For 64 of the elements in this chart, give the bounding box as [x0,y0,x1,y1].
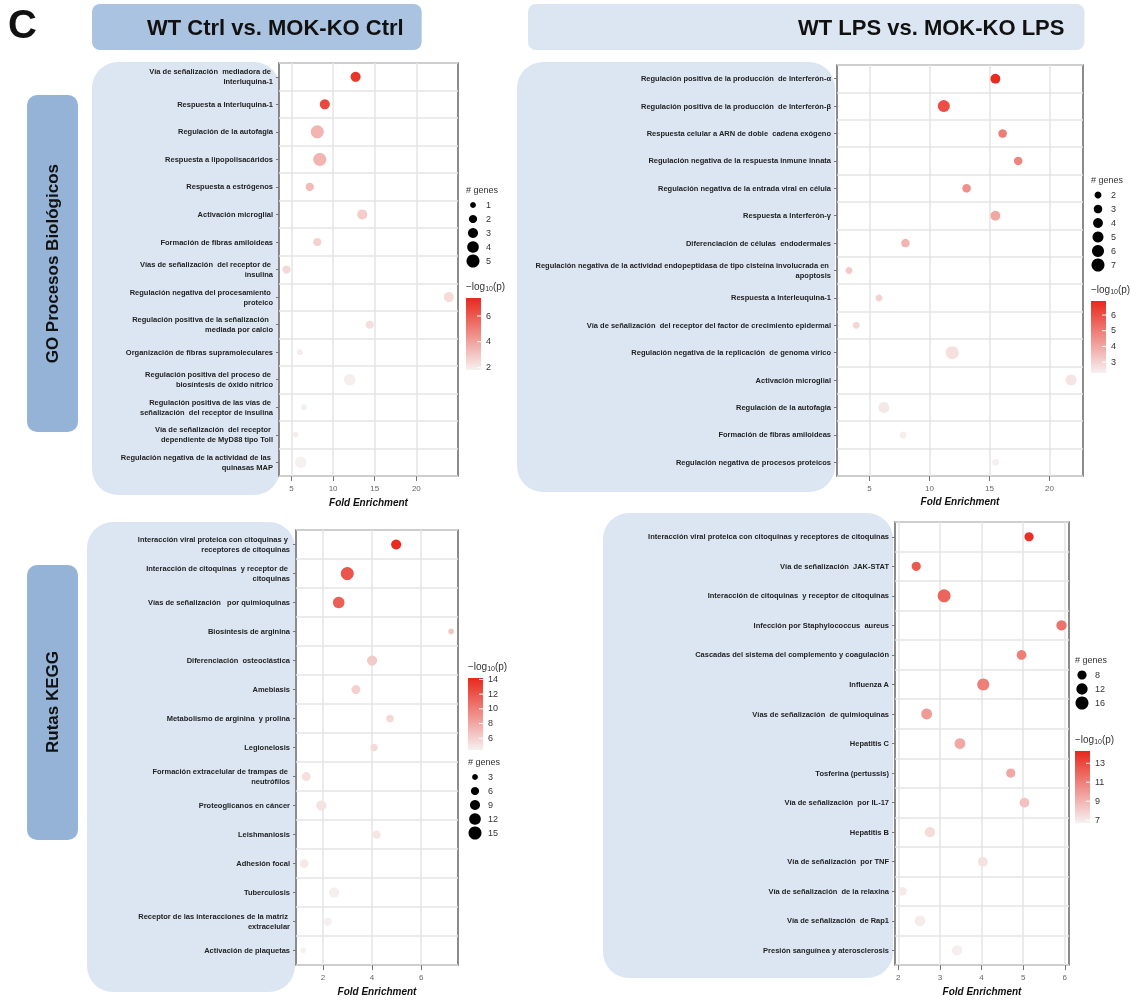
legend-label: 6 [1111,245,1117,256]
legend-label: 7 [1111,259,1117,270]
legend-label: 5 [1111,231,1117,242]
x-tick-label: 15 [370,483,380,493]
x-tick-label: 15 [984,483,995,493]
color-bar-label: 8 [488,718,494,729]
x-tick-label: 20 [1044,483,1055,493]
x-tick-label: 2 [320,972,326,982]
x-tick-label: 20 [411,483,422,493]
color-bar-label: 10 [488,703,499,714]
x-axis-title: Fold Enrichment [329,496,409,508]
color-bar-label: 6 [488,732,494,743]
legend-label: 3 [488,771,494,782]
color-bar-label: 13 [1095,757,1106,768]
legend-label: 2 [486,213,492,224]
x-tick-label: 5 [289,483,295,493]
color-bar-label: 7 [1095,814,1101,825]
x-tick-label: 3 [937,972,943,982]
text: C [8,1,37,48]
chart-title: WT LPS vs. MOK-KO LPS [798,14,1065,40]
color-bar-label: 6 [1111,309,1117,320]
chart-title: WT Ctrl vs. MOK-KO Ctrl [147,14,404,40]
x-tick-label: 5 [1020,972,1026,982]
legend-title: # genes [466,184,499,195]
x-axis-title: Fold Enrichment [942,985,1023,997]
color-bar-label: 5 [1111,325,1117,336]
legend-label: 1 [486,199,492,210]
x-axis-title: Fold Enrichment [920,496,1001,508]
legend-label: 4 [486,241,492,252]
color-bar-label: 3 [1111,356,1117,367]
color-bar-label: 11 [1095,776,1105,787]
legend-label: 9 [488,799,494,810]
legend-label: 3 [486,227,492,238]
legend-label: 6 [488,785,494,796]
legend-label: 3 [1111,203,1117,214]
legend-label: 2 [1111,189,1117,200]
color-bar-label: 4 [1111,340,1117,351]
text: Rutas KEGG [42,651,63,754]
legend-title: # genes [468,756,501,767]
legend-label: 4 [1111,217,1117,228]
color-bar-label: 2 [486,361,492,372]
color-bar-label: 12 [488,688,499,699]
x-tick-label: 6 [1062,972,1068,982]
color-bar-label: 4 [486,336,492,347]
legend-label: 8 [1095,669,1101,680]
color-bar-label: 14 [488,673,499,684]
legend-label: 15 [488,827,499,838]
legend-title: # genes [1091,174,1124,185]
x-tick-label: 10 [924,483,935,493]
text: GO Procesos Biológicos [42,163,63,364]
x-tick-label: 5 [867,483,873,493]
x-axis-title: Fold Enrichment [337,985,418,997]
x-tick-label: 4 [369,972,375,982]
color-bar-label: 9 [1095,795,1101,806]
legend-label: 12 [1095,683,1106,694]
legend-label: 12 [488,813,499,824]
x-tick-label: 2 [896,972,902,982]
x-tick-label: 10 [328,483,339,493]
x-tick-label: 6 [418,972,424,982]
legend-label: 16 [1095,697,1106,708]
x-tick-label: 4 [979,972,985,982]
color-bar-label: 6 [486,310,492,321]
legend-label: 5 [486,255,492,266]
legend-title: # genes [1075,654,1108,665]
